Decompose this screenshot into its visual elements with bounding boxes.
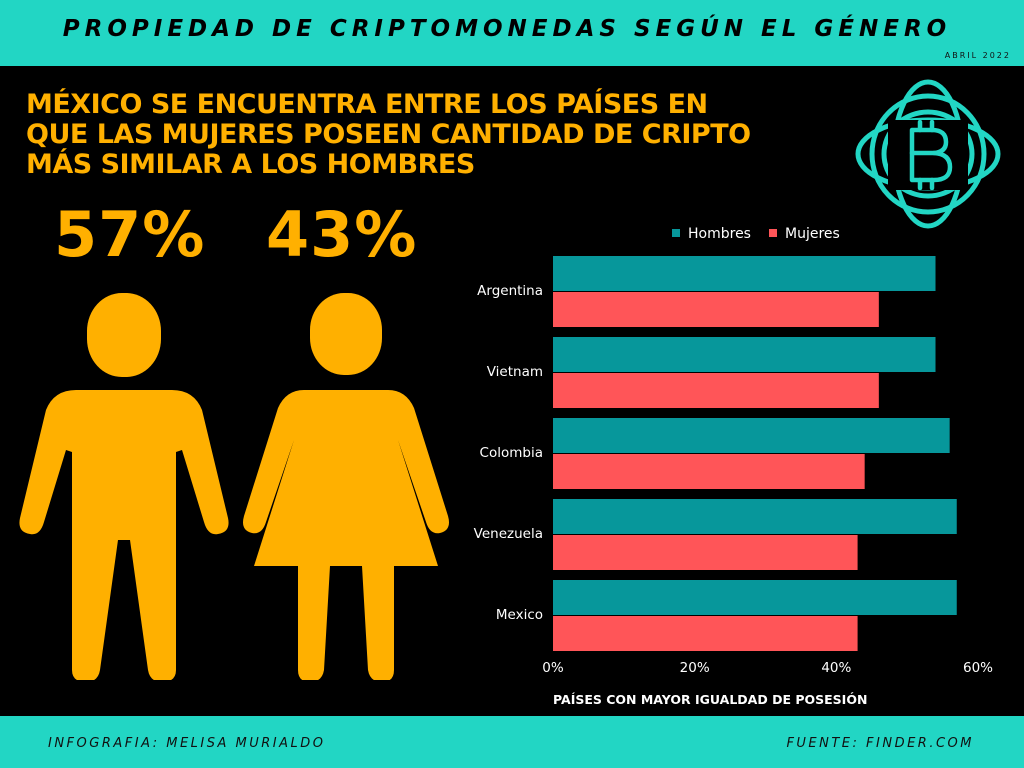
headline-line-1: MÉXICO SE ENCUENTRA ENTRE LOS PAÍSES EN [26, 89, 708, 120]
bar-mujeres-colombia [553, 454, 865, 489]
women-percentage: 43% [266, 198, 418, 271]
bar-hombres-argentina [553, 256, 936, 291]
category-label-venezuela: Venezuela [474, 526, 543, 542]
footer-bar: INFOGRAFIA: MELISA MURIALDO FUENTE: FIND… [0, 716, 1024, 768]
bar-hombres-mexico [553, 580, 957, 615]
headline-line-2: QUE LAS MUJERES POSEEN CANTIDAD DE CRIPT… [26, 119, 751, 150]
bar-hombres-colombia [553, 418, 950, 453]
x-tick-40pct: 40% [821, 660, 851, 676]
woman-icon [243, 293, 449, 680]
x-axis-title: PAÍSES CON MAYOR IGUALDAD DE POSESIÓN [553, 692, 867, 707]
category-label-mexico: Mexico [496, 607, 543, 623]
man-icon [19, 293, 229, 680]
bar-mujeres-venezuela [553, 535, 858, 570]
source-credit: FUENTE: FINDER.COM [786, 736, 974, 751]
legend-label-hombres: Hombres [688, 226, 751, 242]
legend-swatch-mujeres [769, 229, 777, 237]
headline: MÉXICO SE ENCUENTRA ENTRE LOS PAÍSES EN … [26, 90, 846, 180]
page-title: PROPIEDAD DE CRIPTOMONEDAS SEGÚN EL GÉNE… [62, 16, 952, 42]
category-label-vietnam: Vietnam [487, 364, 543, 380]
bar-chart: Hombres Mujeres Argentina Vietnam Colombia… [474, 226, 993, 707]
bar-mujeres-argentina [553, 292, 879, 327]
men-percentage: 57% [54, 198, 206, 271]
date-label: ABRIL 2022 [944, 51, 1011, 60]
author-credit: INFOGRAFIA: MELISA MURIALDO [48, 736, 326, 751]
legend-swatch-hombres [672, 229, 680, 237]
category-label-argentina: Argentina [477, 283, 543, 299]
legend-label-mujeres: Mujeres [785, 226, 840, 242]
bitcoin-orbit-icon [855, 79, 1001, 229]
header-bar: PROPIEDAD DE CRIPTOMONEDAS SEGÚN EL GÉNE… [0, 0, 1024, 66]
x-tick-60pct: 60% [963, 660, 993, 676]
bar-hombres-venezuela [553, 499, 957, 534]
x-tick-0pct: 0% [542, 660, 564, 676]
x-tick-20pct: 20% [680, 660, 710, 676]
headline-line-3: MÁS SIMILAR A LOS HOMBRES [26, 149, 475, 180]
bar-mujeres-mexico [553, 616, 858, 651]
bar-mujeres-vietnam [553, 373, 879, 408]
bar-hombres-vietnam [553, 337, 936, 372]
category-label-colombia: Colombia [480, 445, 543, 461]
